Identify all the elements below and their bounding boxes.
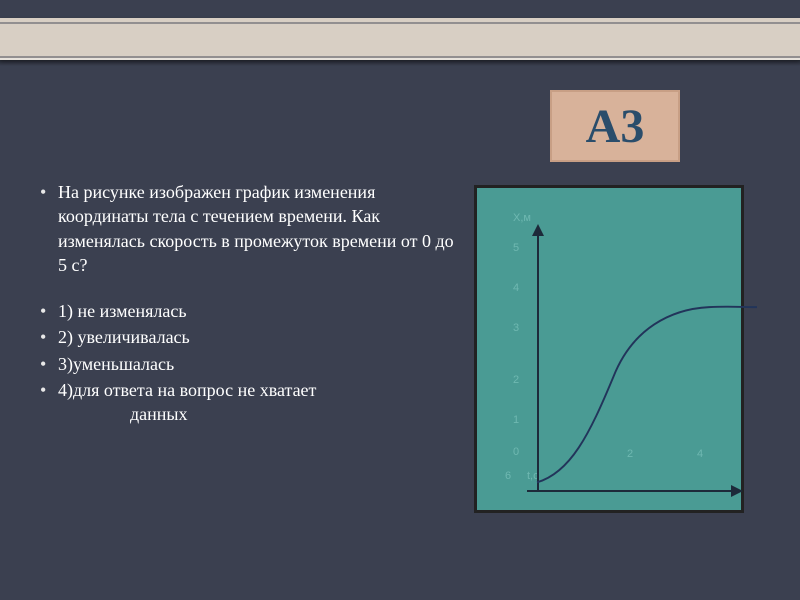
question-number-box: А3	[550, 90, 680, 162]
option-2: 2) увеличивалась	[40, 325, 460, 349]
header-line-bottom	[0, 56, 800, 58]
option-4-line1: 4)для ответа на вопрос не хватает	[58, 380, 316, 400]
option-3: 3)уменьшалась	[40, 352, 460, 376]
header-shadow	[0, 60, 800, 66]
option-1: 1) не изменялась	[40, 299, 460, 323]
y-axis-label: Х,м	[513, 212, 531, 224]
y-tick-2: 2	[513, 374, 519, 386]
header-line-top	[0, 22, 800, 24]
y-tick-5: 5	[513, 242, 519, 254]
y-tick-1: 1	[513, 414, 519, 426]
x-tick-6: 6	[505, 470, 511, 482]
question-number: А3	[586, 99, 645, 154]
question-body: На рисунке изображен график изменения ко…	[40, 180, 460, 429]
y-tick-4: 4	[513, 282, 519, 294]
y-tick-3: 3	[513, 322, 519, 334]
curve-path	[537, 307, 757, 483]
y-tick-0: 0	[513, 446, 519, 458]
chart-panel: Х,м 5 4 3 2 1 0 2 4 6 t,с	[474, 185, 744, 513]
option-4-line2: данных	[58, 402, 460, 426]
question-text: На рисунке изображен график изменения ко…	[40, 180, 460, 277]
option-4: 4)для ответа на вопрос не хватает данных	[40, 378, 460, 427]
curve-plot	[537, 232, 757, 492]
header-bar	[0, 18, 800, 60]
